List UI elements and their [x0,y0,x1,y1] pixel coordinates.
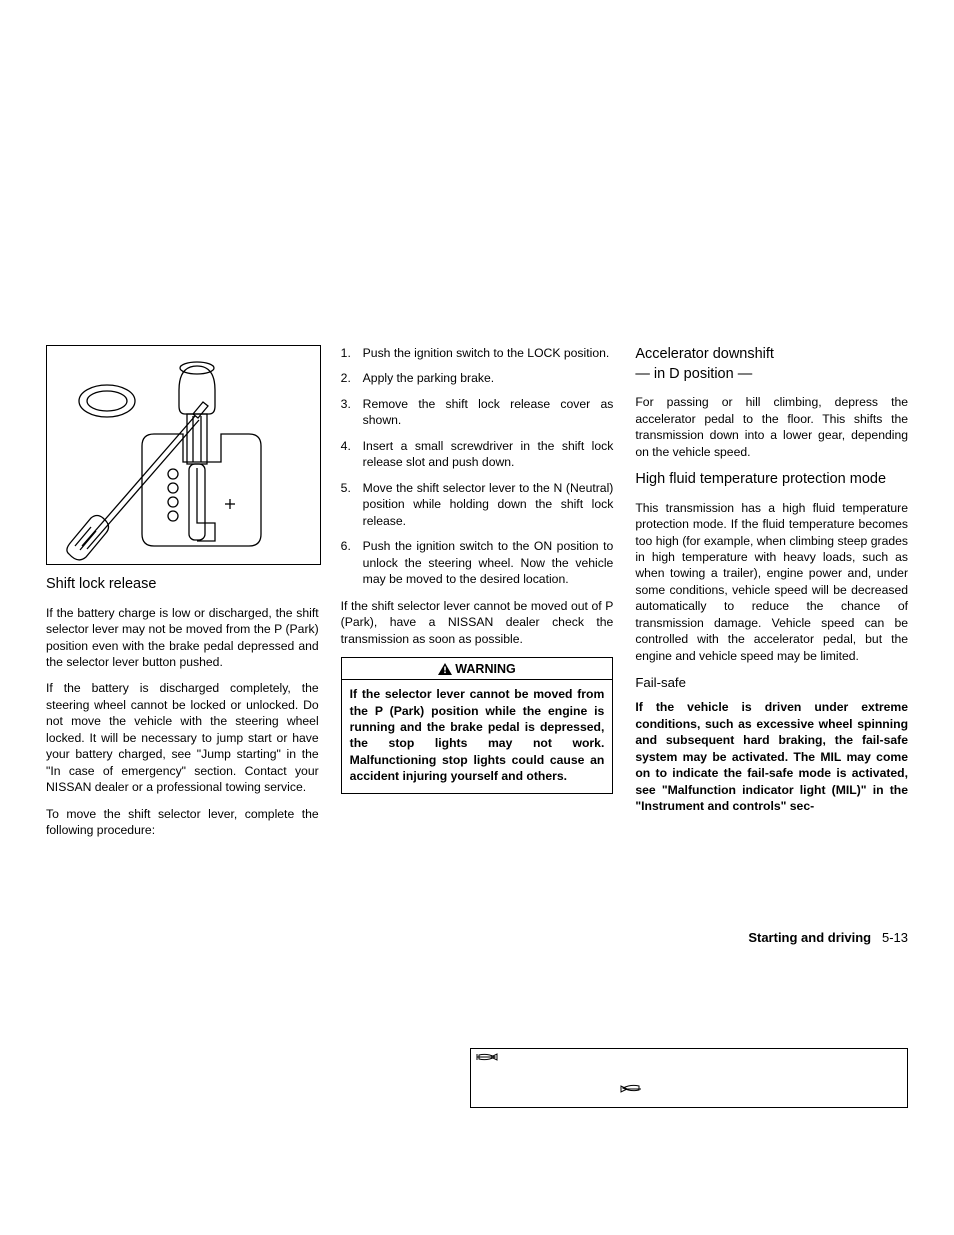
step-2: Apply the parking brake. [341,370,614,386]
shift-lock-figure [46,345,321,565]
column-1: Shift lock release If the battery charge… [46,345,319,849]
accel-paragraph: For passing or hill climbing, depress th… [635,394,908,460]
column-container: Shift lock release If the battery charge… [46,345,908,849]
after-steps-paragraph: If the shift selector lever cannot be mo… [341,598,614,647]
page-content: Shift lock release If the battery charge… [46,345,908,849]
col1-paragraph-3: To move the shift selector lever, comple… [46,806,319,839]
accel-heading-line2: — in D position — [635,366,752,382]
failsafe-heading: Fail-safe [635,674,908,691]
column-2: Push the ignition switch to the LOCK pos… [341,345,614,849]
step-3: Remove the shift lock release cover as s… [341,396,614,429]
footer-page-number: 5-13 [882,930,908,945]
warning-label: WARNING [455,662,515,676]
col1-paragraph-1: If the battery charge is low or discharg… [46,605,319,671]
step-4: Insert a small screwdriver in the shift … [341,438,614,471]
failsafe-paragraph: If the vehicle is driven under extreme c… [635,699,908,814]
footer-section: Starting and driving [748,930,871,945]
warning-triangle-icon [438,663,452,675]
page-footer: Starting and driving 5-13 [748,930,908,945]
revision-box [470,1048,908,1108]
col1-paragraph-2: If the battery is discharged completely,… [46,680,319,795]
revision-box-icons [471,1049,907,1107]
step-5: Move the shift selector lever to the N (… [341,480,614,529]
accel-heading-line1: Accelerator downshift [635,346,774,362]
step-6: Push the ignition switch to the ON posit… [341,538,614,587]
procedure-steps: Push the ignition switch to the LOCK pos… [341,345,614,588]
warning-box: WARNING If the selector lever cannot be … [341,657,614,794]
temp-heading: High fluid temperature protection mode [635,470,908,490]
column-3: Accelerator downshift — in D position — … [635,345,908,849]
shift-lock-illustration-svg [47,346,322,566]
temp-paragraph: This transmission has a high fluid tempe… [635,500,908,665]
accel-heading: Accelerator downshift — in D position — [635,345,908,384]
warning-title-row: WARNING [342,658,613,680]
step-1: Push the ignition switch to the LOCK pos… [341,345,614,361]
shift-lock-heading: Shift lock release [46,575,319,595]
warning-body: If the selector lever cannot be moved fr… [342,680,613,793]
